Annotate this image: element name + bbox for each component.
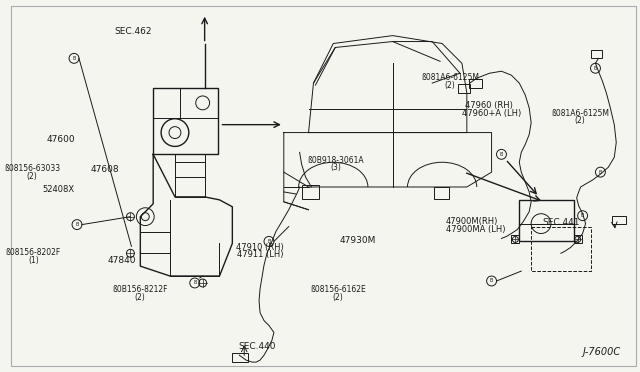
Text: J-7600C: J-7600C	[583, 347, 621, 357]
Bar	[434, 187, 449, 199]
Text: ß08156-6162E: ß08156-6162E	[310, 285, 366, 294]
Text: (2): (2)	[445, 81, 456, 90]
Text: (2): (2)	[134, 293, 145, 302]
Text: 47900M(RH): 47900M(RH)	[446, 217, 499, 226]
Bar	[232, 353, 248, 362]
Text: ß081A6-6125M: ß081A6-6125M	[551, 109, 609, 118]
Text: SEC.440: SEC.440	[238, 341, 276, 351]
Text: 47910 (RH): 47910 (RH)	[236, 243, 284, 252]
Text: B: B	[490, 279, 493, 283]
Text: ß08156-8202F: ß08156-8202F	[6, 248, 61, 257]
Text: (2): (2)	[333, 293, 343, 302]
Text: 47600: 47600	[47, 135, 75, 144]
Bar	[469, 79, 482, 88]
Bar	[458, 84, 470, 93]
Text: ß0B918-3061A: ß0B918-3061A	[308, 156, 364, 165]
Text: (1): (1)	[28, 256, 39, 265]
Bar	[612, 216, 626, 224]
Bar	[591, 51, 602, 58]
Text: (2): (2)	[27, 171, 38, 180]
Text: B: B	[76, 222, 79, 227]
Text: B: B	[500, 152, 503, 157]
Bar	[519, 200, 573, 241]
Text: 47900MA (LH): 47900MA (LH)	[445, 225, 505, 234]
Text: 47930M: 47930M	[340, 236, 376, 245]
Text: (2): (2)	[575, 116, 585, 125]
Text: ß08156-63033: ß08156-63033	[4, 164, 60, 173]
Bar	[175, 154, 205, 197]
Text: B: B	[193, 280, 196, 285]
Text: 47608: 47608	[91, 165, 119, 174]
Text: (3): (3)	[331, 163, 342, 173]
Text: B: B	[581, 213, 584, 218]
Text: 47840: 47840	[108, 256, 136, 265]
Text: B: B	[268, 239, 271, 244]
Bar	[573, 235, 582, 243]
Bar	[153, 88, 218, 154]
Bar	[301, 185, 319, 199]
Text: B: B	[72, 56, 76, 61]
Text: B: B	[599, 170, 602, 174]
Text: ß081A6-6125M: ß081A6-6125M	[421, 73, 479, 82]
Text: SEC.462: SEC.462	[115, 27, 152, 36]
Text: B: B	[594, 66, 597, 71]
Text: 47960+A (LH): 47960+A (LH)	[462, 109, 522, 118]
Text: ß0B156-8212F: ß0B156-8212F	[112, 285, 168, 294]
Text: 47960 (RH): 47960 (RH)	[465, 101, 513, 110]
Text: SEC.441: SEC.441	[542, 218, 580, 227]
Text: 47911 (LH): 47911 (LH)	[237, 250, 284, 259]
Bar	[511, 235, 519, 243]
Text: 52408X: 52408X	[43, 185, 75, 194]
